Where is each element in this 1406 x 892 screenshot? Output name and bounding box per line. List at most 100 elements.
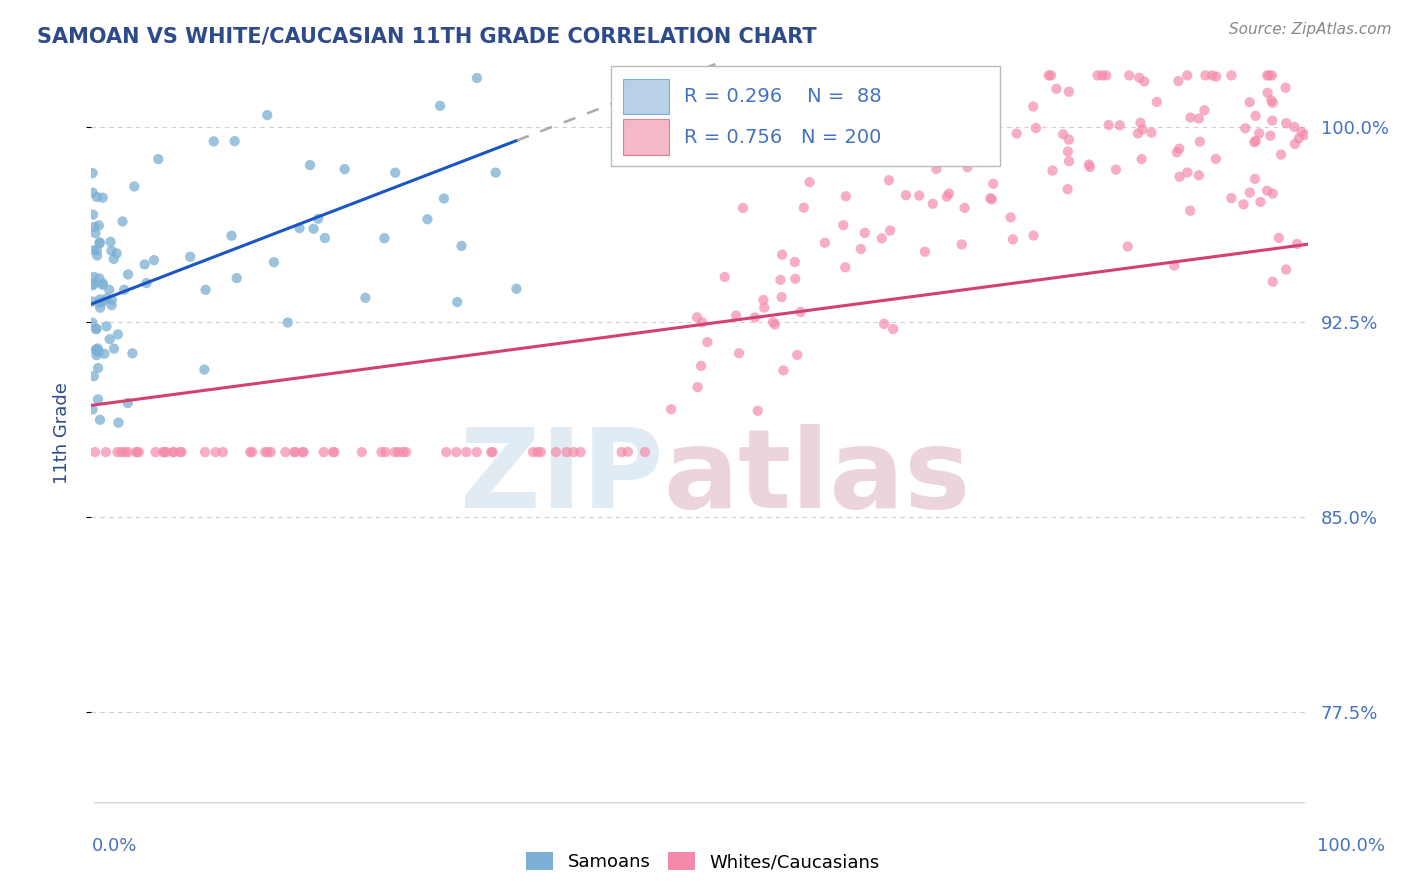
Point — [387, 445, 409, 459]
Point — [163, 445, 186, 459]
Point — [112, 283, 135, 297]
Point — [392, 445, 415, 459]
Point — [82, 278, 104, 293]
Point — [1095, 69, 1118, 83]
Point — [1057, 85, 1080, 99]
Point — [925, 161, 948, 176]
Point — [1091, 69, 1114, 83]
Point — [505, 282, 527, 296]
Point — [433, 191, 456, 205]
Point — [793, 201, 815, 215]
Point — [1005, 127, 1028, 141]
Point — [274, 445, 297, 459]
Point — [1105, 162, 1128, 177]
Point — [395, 445, 418, 459]
Point — [288, 221, 311, 235]
Point — [1232, 197, 1254, 211]
Point — [1205, 152, 1227, 166]
Point — [107, 416, 129, 430]
Point — [224, 134, 246, 148]
Point — [1239, 95, 1261, 110]
Point — [1261, 69, 1284, 83]
Text: 0.0%: 0.0% — [91, 837, 136, 855]
Point — [1077, 157, 1099, 171]
Point — [82, 186, 104, 200]
Point — [1140, 126, 1163, 140]
Point — [1220, 191, 1243, 205]
Point — [105, 246, 128, 260]
Point — [1188, 135, 1211, 149]
Point — [772, 363, 794, 377]
Point — [814, 235, 837, 250]
Point — [89, 413, 111, 427]
Point — [307, 211, 329, 226]
Point — [1258, 69, 1281, 83]
Point — [354, 291, 377, 305]
Point — [1256, 184, 1278, 198]
Point — [291, 445, 314, 459]
Point — [89, 296, 111, 310]
Point — [155, 445, 177, 459]
Point — [834, 260, 856, 275]
Text: R = 0.756   N = 200: R = 0.756 N = 200 — [683, 128, 882, 146]
Point — [89, 236, 111, 251]
Point — [87, 361, 110, 376]
Point — [110, 445, 132, 459]
Point — [82, 166, 104, 180]
Point — [89, 293, 111, 307]
Point — [221, 228, 243, 243]
Point — [87, 342, 110, 356]
Point — [918, 87, 941, 102]
Point — [1132, 122, 1154, 136]
Point — [713, 270, 735, 285]
Point — [1166, 145, 1188, 160]
Point — [1000, 211, 1022, 225]
Point — [416, 212, 439, 227]
Point — [725, 309, 748, 323]
Point — [1056, 182, 1078, 196]
Point — [1108, 118, 1130, 132]
Point — [785, 272, 807, 286]
Point — [1001, 232, 1024, 246]
Point — [914, 244, 936, 259]
Point — [134, 257, 156, 271]
Point — [256, 445, 278, 459]
Text: 100.0%: 100.0% — [1317, 837, 1385, 855]
Point — [170, 445, 193, 459]
Point — [762, 315, 785, 329]
Point — [1133, 74, 1156, 88]
Point — [1087, 69, 1109, 83]
Point — [374, 445, 396, 459]
Point — [384, 166, 406, 180]
Point — [1057, 154, 1080, 169]
Point — [873, 317, 896, 331]
Point — [832, 218, 855, 232]
Point — [350, 445, 373, 459]
Point — [530, 445, 553, 459]
Point — [225, 271, 247, 285]
Point — [83, 369, 105, 384]
Point — [922, 88, 945, 103]
Text: SAMOAN VS WHITE/CAUCASIAN 11TH GRADE CORRELATION CHART: SAMOAN VS WHITE/CAUCASIAN 11TH GRADE COR… — [37, 27, 817, 47]
Point — [786, 348, 808, 362]
Point — [179, 250, 201, 264]
Point — [1128, 70, 1150, 85]
Point — [1188, 169, 1211, 183]
Point — [298, 158, 321, 172]
Point — [93, 347, 115, 361]
Point — [1261, 95, 1284, 110]
Point — [956, 160, 979, 174]
Point — [938, 186, 960, 201]
Point — [555, 445, 578, 459]
Point — [1163, 259, 1185, 273]
Point — [202, 134, 225, 148]
FancyBboxPatch shape — [610, 66, 1000, 166]
Point — [84, 445, 107, 459]
Point — [770, 247, 793, 261]
Point — [91, 191, 114, 205]
Point — [1175, 165, 1198, 179]
Point — [121, 346, 143, 360]
Point — [323, 445, 346, 459]
Point — [1180, 203, 1202, 218]
Point — [277, 316, 299, 330]
